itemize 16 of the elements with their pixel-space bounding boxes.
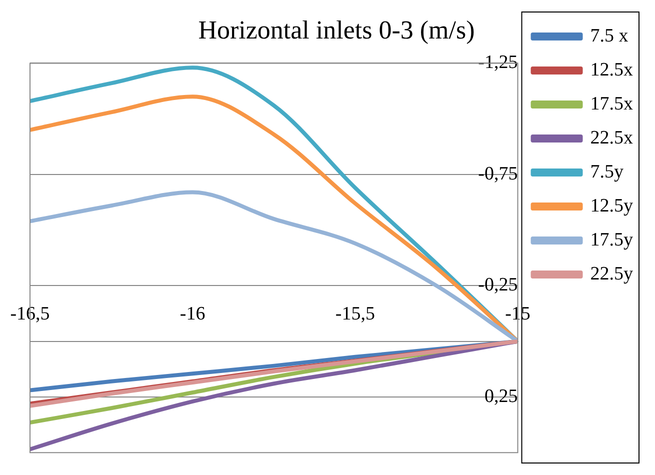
legend-label: 12.5x	[590, 59, 634, 80]
legend-label: 7.5 x	[590, 25, 629, 46]
legend-label: 7.5y	[590, 161, 624, 182]
x-tick-label: -15,5	[335, 304, 375, 325]
y-tick-label: -0,75	[478, 163, 518, 184]
x-tick-label: -16	[180, 304, 206, 325]
y-tick-label: -0,25	[478, 274, 518, 296]
y-tick-label: 0,25	[484, 386, 518, 407]
legend-label: 22.5y	[590, 263, 634, 284]
chart-title: Horizontal inlets 0-3 (m/s)	[198, 15, 475, 44]
legend-label: 17.5x	[590, 93, 634, 114]
x-tick-label: -16,5	[10, 304, 50, 325]
legend-label: 22.5x	[590, 127, 634, 148]
y-tick-label: -1,25	[478, 52, 518, 74]
legend-label: 17.5y	[590, 229, 634, 250]
legend-label: 12.5y	[590, 195, 634, 216]
